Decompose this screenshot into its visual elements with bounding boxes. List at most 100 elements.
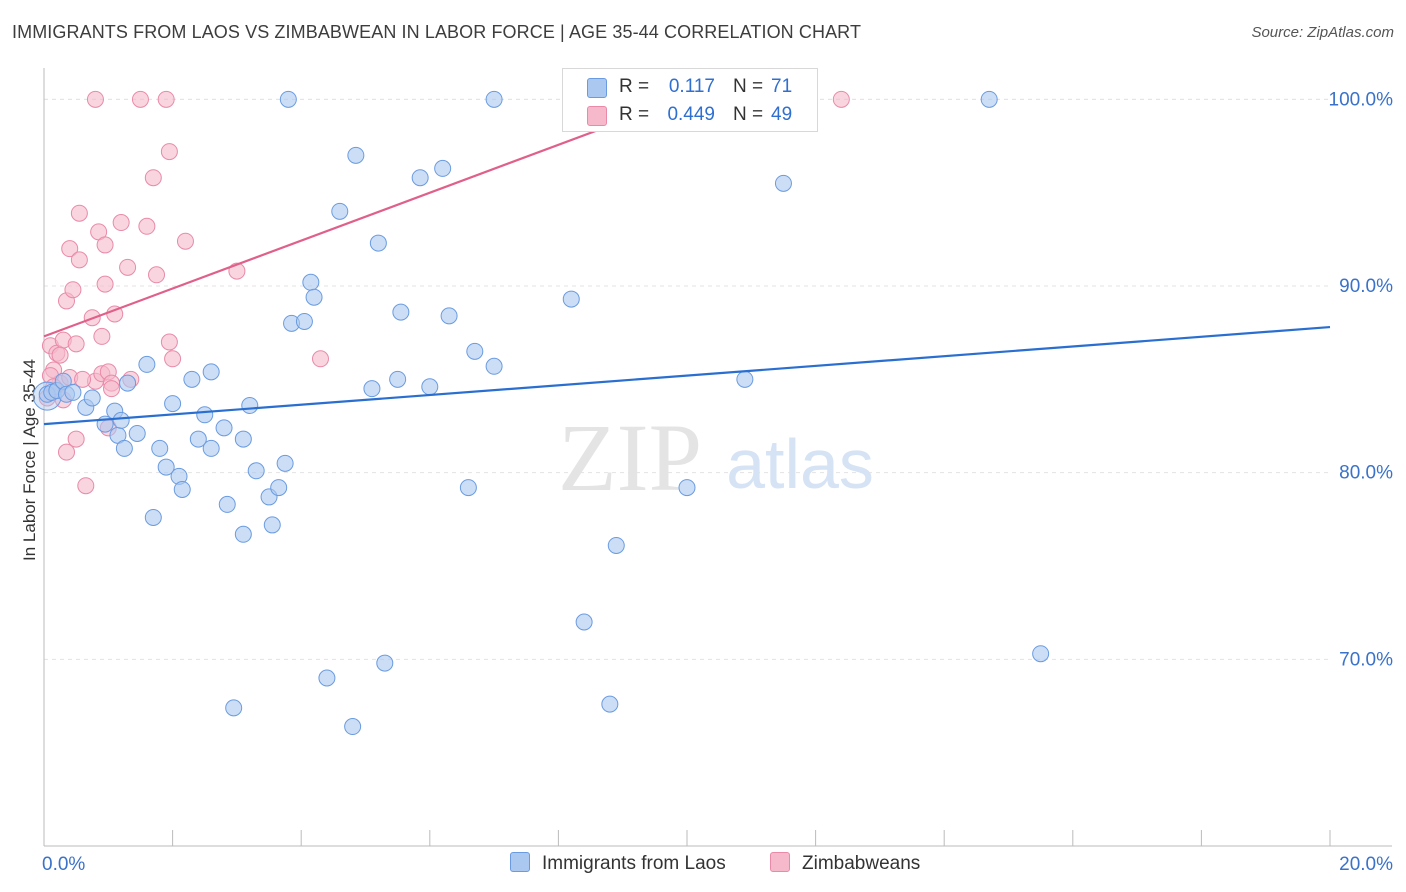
point-laos [318, 669, 336, 687]
bottom-legend-zimbabweans: Zimbabweans [770, 852, 920, 875]
legend-n-label: N = [733, 104, 764, 125]
bottom-legend-label-zimbabweans: Zimbabweans [802, 853, 921, 874]
point-laos [295, 312, 313, 330]
point-laos [112, 411, 130, 429]
point-zimbabweans [138, 217, 156, 235]
point-laos [234, 430, 252, 448]
point-laos [562, 290, 580, 308]
point-laos [347, 146, 365, 164]
point-laos [241, 396, 259, 414]
correlation-legend: R = 0.117 N = 71 R = 0.449 N = 49 [562, 68, 818, 132]
point-laos [363, 380, 381, 398]
legend-row-zimbabweans: R = 0.449 N = 49 [563, 100, 817, 130]
point-laos [234, 525, 252, 543]
axes [43, 68, 1392, 847]
point-laos [736, 370, 754, 388]
point-laos [678, 479, 696, 497]
point-laos [389, 370, 407, 388]
point-zimbabweans [96, 275, 114, 293]
legend-n-label: N = [733, 76, 764, 97]
point-laos [144, 508, 162, 526]
legend-r-value-laos: 0.117 [668, 76, 715, 97]
point-laos [128, 424, 146, 442]
point-zimbabweans [67, 335, 85, 353]
legend-n-value-zimbabweans: 49 [771, 104, 793, 125]
trend-line-laos [43, 325, 1331, 426]
point-laos [279, 90, 297, 108]
bottom-swatch-zimbabweans [770, 852, 790, 872]
y-tick-label: 80.0% [1339, 463, 1393, 484]
point-laos [421, 378, 439, 396]
point-laos [485, 90, 503, 108]
point-laos [64, 383, 82, 401]
point-laos [376, 654, 394, 672]
point-zimbabweans [67, 430, 85, 448]
point-laos [215, 419, 233, 437]
watermark-zip: ZIP [558, 404, 702, 511]
point-laos [189, 430, 207, 448]
trend-lines [43, 98, 1331, 426]
legend-r-label: R = [619, 76, 650, 97]
point-zimbabweans [311, 350, 329, 368]
legend-n-value-laos: 71 [771, 76, 793, 97]
point-zimbabweans [51, 346, 69, 364]
point-laos [485, 357, 503, 375]
point-laos [138, 355, 156, 373]
legend-swatch-zimbabweans [587, 106, 607, 126]
point-zimbabweans [58, 443, 76, 461]
point-zimbabweans [148, 266, 166, 284]
point-zimbabweans [832, 90, 850, 108]
point-laos [270, 479, 288, 497]
y-tick-label: 100.0% [1329, 89, 1394, 110]
source-label: Source: ZipAtlas.com [1251, 24, 1394, 41]
point-zimbabweans [93, 327, 111, 345]
point-laos [202, 439, 220, 457]
point-zimbabweans [112, 214, 130, 232]
point-laos [607, 536, 625, 554]
point-zimbabweans [103, 380, 121, 398]
point-laos [218, 495, 236, 513]
point-laos [980, 90, 998, 108]
point-laos [1032, 645, 1050, 663]
point-laos [459, 479, 477, 497]
point-zimbabweans [160, 333, 178, 351]
point-laos [575, 613, 593, 631]
point-zimbabweans [176, 232, 194, 250]
point-laos [302, 273, 320, 291]
point-zimbabweans [144, 169, 162, 187]
trend-line-zimbabweans [43, 98, 681, 338]
point-laos [202, 363, 220, 381]
point-laos [263, 516, 281, 534]
point-laos [411, 169, 429, 187]
y-tick-label: 70.0% [1339, 649, 1393, 670]
point-zimbabweans [64, 281, 82, 299]
point-laos [151, 439, 169, 457]
point-zimbabweans [164, 350, 182, 368]
series-laos [32, 90, 1050, 736]
point-laos [331, 202, 349, 220]
point-laos [115, 439, 133, 457]
point-laos [392, 303, 410, 321]
point-zimbabweans [61, 240, 79, 258]
point-zimbabweans [86, 90, 104, 108]
bottom-swatch-laos [510, 852, 530, 872]
legend-r-label: R = [619, 104, 650, 125]
point-laos [157, 458, 175, 476]
point-zimbabweans [157, 90, 175, 108]
gridlines [44, 98, 1330, 660]
point-laos [305, 288, 323, 306]
point-zimbabweans [131, 90, 149, 108]
point-laos [164, 395, 182, 413]
point-laos [276, 454, 294, 472]
legend-r-value-zimbabweans: 0.449 [667, 104, 715, 125]
bottom-legend-laos: Immigrants from Laos [510, 852, 726, 875]
point-laos [434, 159, 452, 177]
point-laos [344, 718, 362, 736]
point-zimbabweans [160, 143, 178, 161]
point-laos [183, 370, 201, 388]
point-laos [774, 174, 792, 192]
y-tick-label: 90.0% [1339, 276, 1393, 297]
point-zimbabweans [77, 477, 95, 495]
point-laos [196, 406, 214, 424]
